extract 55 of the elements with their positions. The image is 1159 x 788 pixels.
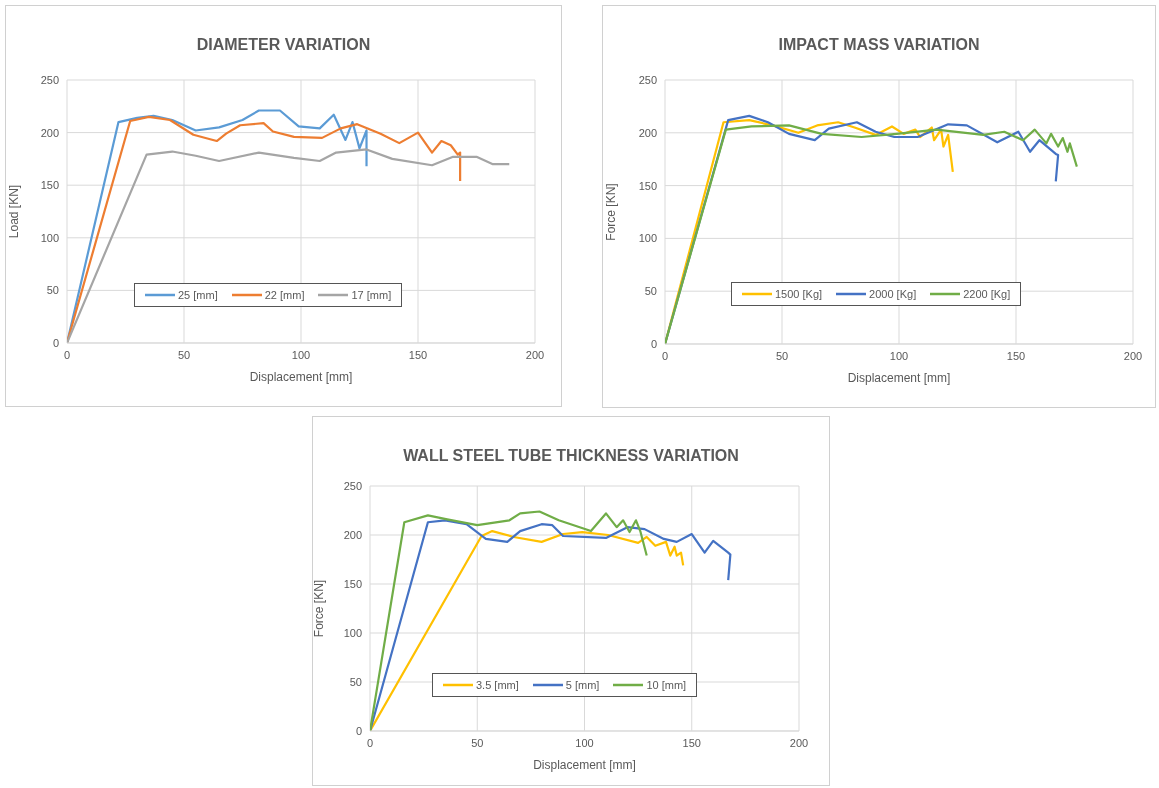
y-tick-label: 0 — [650, 337, 657, 350]
x-tick-label: 50 — [177, 348, 191, 361]
legend-label: 1500 [Kg] — [775, 288, 823, 300]
line-series — [370, 529, 685, 731]
y-tick-label: 200 — [638, 126, 657, 139]
y-tick-label: 250 — [343, 479, 362, 492]
legend-label: 3.5 [mm] — [476, 679, 519, 691]
line-series — [370, 519, 732, 731]
legend-label: 2200 [Kg] — [963, 288, 1011, 300]
x-tick-label: 200 — [525, 348, 545, 361]
y-tick-label: 250 — [40, 73, 59, 86]
y-tick-label: 0 — [52, 336, 59, 349]
line-series — [67, 148, 511, 343]
chart-title: IMPACT MASS VARIATION — [777, 36, 981, 54]
x-tick-label: 100 — [575, 736, 594, 749]
y-tick-label: 0 — [355, 724, 362, 737]
legend-label: 22 [mm] — [264, 289, 305, 301]
legend-label: 17 [mm] — [351, 289, 392, 301]
y-tick-label: 150 — [638, 179, 657, 192]
x-tick-label: 0 — [661, 349, 669, 362]
y-tick-label: 100 — [638, 232, 657, 245]
x-axis-title: Displacement [mm] — [249, 370, 353, 384]
y-tick-label: 250 — [638, 73, 657, 86]
y-axis-title: Force [KN] — [312, 579, 327, 638]
legend-label: 25 [mm] — [178, 289, 218, 301]
y-tick-label: 200 — [40, 126, 59, 139]
y-tick-label: 50 — [644, 285, 657, 298]
y-axis-title: Load [KN] — [7, 184, 22, 239]
x-tick-label: 150 — [1006, 349, 1026, 362]
y-tick-label: 200 — [343, 528, 362, 541]
x-axis-title: Displacement [mm] — [533, 758, 636, 772]
x-tick-label: 150 — [682, 736, 701, 749]
x-tick-label: 0 — [366, 736, 374, 749]
x-tick-label: 200 — [1123, 349, 1143, 362]
y-tick-label: 50 — [46, 284, 59, 297]
x-tick-label: 0 — [63, 348, 71, 361]
x-tick-label: 50 — [471, 736, 484, 749]
x-axis-title: Displacement [mm] — [847, 371, 951, 385]
y-tick-label: 100 — [343, 626, 362, 639]
x-tick-label: 200 — [789, 736, 809, 749]
legend-label: 5 [mm] — [565, 679, 600, 691]
line-series — [370, 510, 648, 731]
x-tick-label: 150 — [408, 348, 428, 361]
x-tick-label: 100 — [291, 348, 311, 361]
y-tick-label: 150 — [343, 577, 362, 590]
legend-label: 2000 [Kg] — [869, 288, 917, 300]
x-tick-label: 100 — [889, 349, 909, 362]
legend-label: 10 [mm] — [646, 679, 687, 691]
y-tick-label: 50 — [349, 675, 362, 688]
chart-title: DIAMETER VARIATION — [195, 36, 372, 54]
y-axis-title: Force [KN] — [604, 183, 619, 241]
y-tick-label: 100 — [40, 231, 59, 244]
y-tick-label: 150 — [40, 179, 59, 192]
chart-title: WALL STEEL TUBE THICKNESS VARIATION — [402, 447, 740, 465]
x-tick-label: 50 — [775, 349, 789, 362]
